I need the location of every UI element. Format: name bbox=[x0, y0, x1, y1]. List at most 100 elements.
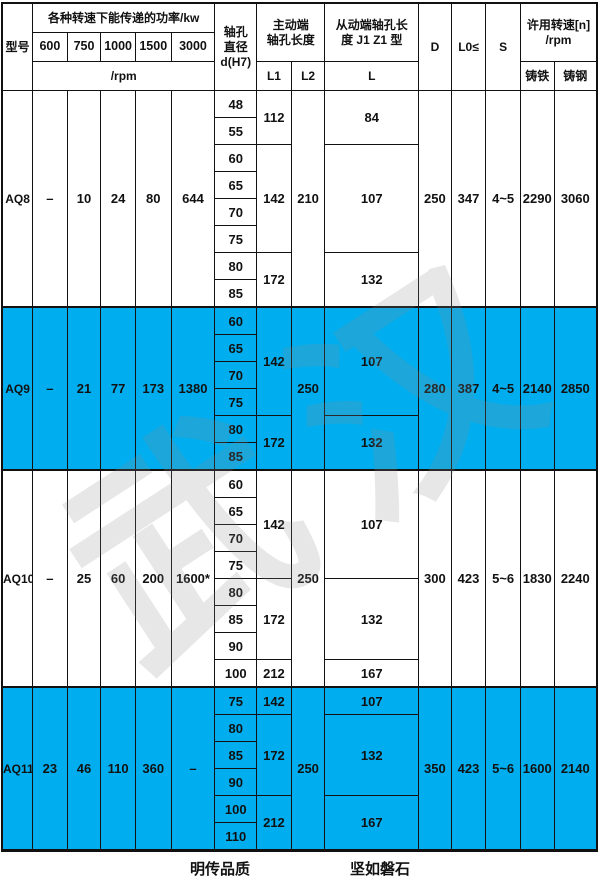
table-row: 85 bbox=[2, 741, 597, 769]
cell-l: 167 bbox=[324, 795, 420, 851]
header-speed-1500: 1500 bbox=[134, 32, 172, 62]
header-bore-line2: 直径 bbox=[223, 39, 248, 54]
cell-l2: 250 bbox=[290, 306, 326, 471]
header-drive-end: 主动端 轴孔长度 bbox=[256, 2, 326, 62]
cell-l0: 423 bbox=[450, 686, 487, 851]
header-row-1: 型号 各种转速下能传递的功率/kw 轴孔 直径 d(H7) 主动端 轴孔长度 从… bbox=[1, 2, 598, 91]
cell-steel: 2240 bbox=[553, 469, 598, 688]
cell-l1: 172 bbox=[256, 578, 292, 660]
cell-bore: 80 bbox=[214, 252, 258, 280]
cell-bore: 75 bbox=[214, 551, 258, 579]
header-speed-3000: 3000 bbox=[170, 32, 216, 62]
table-row: 65 bbox=[2, 334, 597, 362]
table-row: 60 142 107 bbox=[2, 144, 597, 253]
cell-bore: 90 bbox=[214, 632, 258, 660]
cell-bore: 80 bbox=[214, 578, 258, 606]
table-row: 65 bbox=[2, 171, 597, 199]
cell-iron: 1600 bbox=[519, 686, 555, 851]
cell-steel: 3060 bbox=[553, 90, 598, 308]
cell-l: 132 bbox=[324, 578, 420, 660]
cell-bore: 65 bbox=[214, 171, 258, 199]
header-speed-750: 750 bbox=[66, 32, 102, 62]
cell-l2: 250 bbox=[290, 469, 326, 688]
table-row: 100 212 167 bbox=[2, 795, 597, 851]
cell-l0: 423 bbox=[450, 469, 487, 688]
table-row: 90 bbox=[2, 768, 597, 796]
header-drive-line1: 主动端 bbox=[272, 17, 309, 32]
header-l1: L1 bbox=[256, 61, 292, 91]
cell-power: 1600* bbox=[170, 469, 216, 688]
table-row: 70 bbox=[2, 198, 597, 226]
cell-power: 110 bbox=[100, 686, 136, 851]
spec-sheet: 型号 各种转速下能传递的功率/kw 轴孔 直径 d(H7) 主动端 轴孔长度 从… bbox=[1, 2, 600, 852]
cell-bore: 75 bbox=[214, 686, 258, 715]
footer-slogan-left: 明传品质 bbox=[189, 860, 250, 878]
cell-bore: 80 bbox=[214, 415, 258, 443]
cell-l1: 142 bbox=[256, 469, 292, 579]
header-drive-line2: 轴孔长度 bbox=[266, 32, 315, 47]
cell-power: 21 bbox=[66, 306, 102, 471]
header-s: S bbox=[485, 2, 521, 91]
cell-l1: 172 bbox=[256, 714, 292, 796]
cell-s: 5~6 bbox=[485, 686, 521, 851]
header-row-2: 600 750 1000 1500 3000 bbox=[2, 32, 597, 62]
header-l2: L2 bbox=[290, 61, 326, 91]
cell-power: 1380 bbox=[170, 306, 216, 471]
table-row: 65 bbox=[2, 497, 597, 525]
table-row: 110 bbox=[2, 822, 597, 851]
cell-iron: 2290 bbox=[519, 90, 555, 308]
cell-l1: 142 bbox=[256, 686, 292, 715]
table-row: 80 172 132 bbox=[2, 714, 597, 796]
cell-power: 46 bbox=[66, 686, 102, 851]
cell-l1: 212 bbox=[256, 795, 292, 851]
cell-bore: 48 bbox=[214, 90, 258, 118]
cell-model: AQ11 bbox=[1, 686, 34, 851]
cell-l: 132 bbox=[324, 252, 420, 308]
cell-s: 4~5 bbox=[485, 90, 521, 308]
cell-l1: 142 bbox=[256, 306, 292, 416]
table-row: 85 bbox=[2, 442, 597, 471]
cell-bore: 80 bbox=[214, 714, 258, 742]
cell-bore: 85 bbox=[214, 741, 258, 769]
cell-power: 23 bbox=[32, 686, 68, 851]
cell-l: 132 bbox=[324, 714, 420, 796]
header-row-3: /rpm L1 L2 L 铸铁 铸钢 bbox=[2, 61, 598, 91]
header-allowed-speed: 许用转速[n] /rpm bbox=[519, 2, 598, 62]
cell-model: AQ8 bbox=[1, 90, 34, 308]
cell-bore: 85 bbox=[214, 442, 258, 471]
cell-bore: 55 bbox=[214, 117, 258, 145]
cell-power: – bbox=[32, 469, 68, 688]
cell-power: 60 bbox=[100, 469, 136, 688]
header-bore-line1: 轴孔 bbox=[223, 24, 248, 39]
cell-bore: 85 bbox=[214, 605, 258, 633]
cell-s: 5~6 bbox=[485, 469, 521, 688]
footer-slogan-right: 坚如磐石 bbox=[350, 860, 411, 878]
cell-bore: 65 bbox=[214, 334, 258, 362]
cell-l: 107 bbox=[324, 144, 420, 253]
cell-power: 200 bbox=[134, 469, 172, 688]
cell-bore: 110 bbox=[214, 822, 258, 851]
cell-iron: 2140 bbox=[519, 306, 555, 471]
cell-model: AQ9 bbox=[1, 306, 34, 471]
table-row: 85 bbox=[2, 605, 597, 633]
cell-power: 173 bbox=[134, 306, 172, 471]
cell-power: – bbox=[170, 686, 216, 851]
header-cast-steel: 铸钢 bbox=[553, 61, 598, 91]
header-driven-end: 从动端轴孔长 度 J1 Z1 型 bbox=[324, 2, 420, 62]
table-row: AQ8 – 10 24 80 644 48 112 210 84 250 347… bbox=[1, 90, 598, 308]
cell-bore: 70 bbox=[214, 361, 258, 389]
header-speed-1000: 1000 bbox=[100, 32, 136, 62]
cell-d: 350 bbox=[418, 686, 452, 851]
cell-d: 300 bbox=[418, 469, 452, 688]
cell-l: 132 bbox=[324, 415, 420, 471]
cell-l1: 142 bbox=[256, 144, 292, 253]
cell-power: 644 bbox=[170, 90, 216, 308]
table-row: 75 bbox=[2, 225, 597, 253]
table-row: 70 bbox=[2, 524, 597, 552]
table-row: 55 bbox=[2, 117, 597, 145]
table-row: AQ10 – 25 60 200 1600* 60 142 250 107 30… bbox=[1, 469, 598, 688]
header-model: 型号 bbox=[1, 2, 34, 91]
cell-l0: 387 bbox=[450, 306, 487, 471]
header-driven-line2: 度 J1 Z1 型 bbox=[341, 32, 403, 47]
cell-power: 360 bbox=[134, 686, 172, 851]
